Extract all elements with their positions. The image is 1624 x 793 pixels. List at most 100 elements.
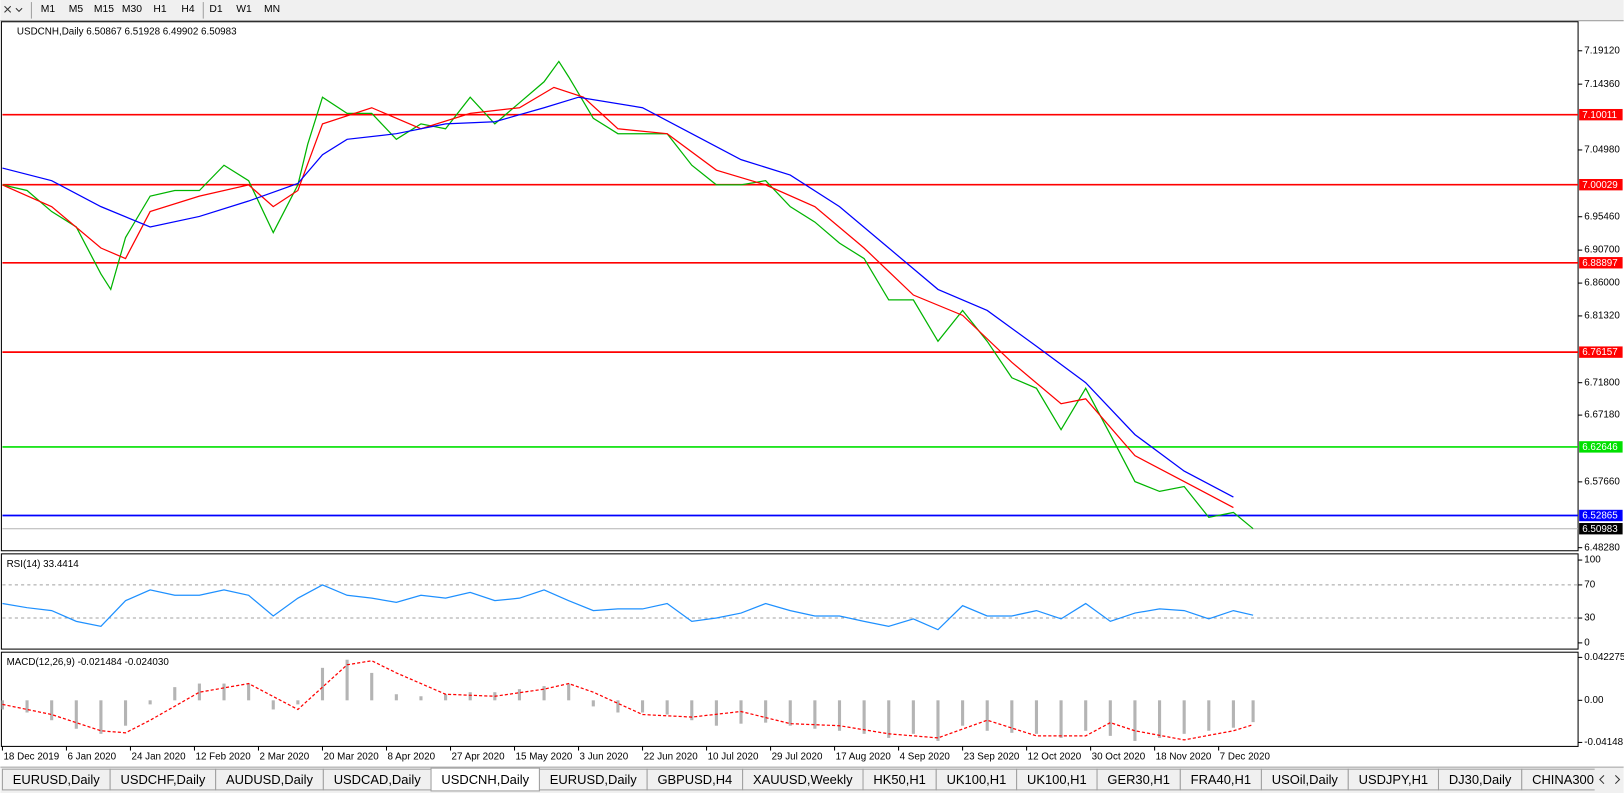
timeframe-button[interactable]: MN	[264, 4, 280, 15]
x-tick-label: 3 Jun 2020	[580, 751, 629, 762]
y-tick-label: 7.19120	[1584, 45, 1620, 56]
y-tick-label: -0.04148	[1584, 737, 1623, 748]
x-tick-label: 24 Jan 2020	[131, 751, 186, 762]
tool-icon[interactable]	[4, 5, 23, 13]
tab[interactable]: EURUSD,Daily	[538, 768, 648, 791]
tab[interactable]: UK100,H1	[1016, 768, 1098, 791]
histogram-bar	[985, 700, 989, 731]
level-label: 6.88897	[1582, 258, 1618, 269]
tab[interactable]: USDCAD,Daily	[322, 768, 432, 791]
x-tick-label: 30 Oct 2020	[1092, 751, 1146, 762]
chart-panel	[0, 21, 1579, 552]
histogram-bar	[296, 700, 300, 705]
timeframe-button[interactable]: M30	[122, 4, 142, 15]
x-tick-label: 6 Jan 2020	[67, 751, 116, 762]
histogram-bar	[1010, 700, 1014, 733]
histogram-bar	[862, 700, 866, 734]
x-tick-label: 12 Feb 2020	[196, 751, 252, 762]
timeframe-button[interactable]: M1	[41, 4, 56, 15]
tab[interactable]: USDCHF,Daily	[109, 768, 217, 791]
x-tick-label: 4 Sep 2020	[900, 751, 951, 762]
y-tick-label: 6.48280	[1584, 542, 1620, 553]
tab-label: EURUSD,Daily	[13, 772, 101, 787]
y-tick-label: 6.86000	[1584, 278, 1620, 289]
tab[interactable]: USOil,Daily	[1260, 768, 1349, 791]
level-label: 6.50983	[1582, 524, 1618, 535]
tab-label: EURUSD,Daily	[550, 772, 638, 787]
timeframe-button[interactable]: H4	[181, 4, 194, 15]
histogram-bar	[320, 667, 325, 701]
level-label: 6.62646	[1582, 442, 1618, 453]
tab-label: USDJPY,H1	[1359, 772, 1429, 787]
tab[interactable]: EURUSD,Daily	[1, 768, 111, 791]
tab[interactable]: CHINA300,H1	[1521, 768, 1624, 791]
level-label-box	[1579, 257, 1623, 269]
level-label: 6.76157	[1582, 347, 1618, 358]
price-axis	[1578, 21, 1624, 747]
x-tick-label: 29 Jul 2020	[772, 751, 823, 762]
panel-content	[2, 584, 1579, 631]
tab-label: UK100,H1	[1027, 772, 1087, 787]
timeframe-button[interactable]: D1	[209, 4, 222, 15]
tab[interactable]: AUDUSD,Daily	[215, 768, 324, 791]
histogram-bar	[123, 700, 128, 726]
tab-label: UK100,H1	[947, 772, 1007, 787]
x-tick-label: 7 Dec 2020	[1220, 751, 1271, 762]
tab[interactable]: USDCNH,Daily	[430, 767, 540, 792]
histogram-bar	[591, 700, 595, 707]
histogram-bar	[764, 700, 768, 723]
timeframe-button[interactable]: H1	[153, 4, 166, 15]
x-tick-label: 23 Sep 2020	[964, 751, 1020, 762]
level-label-box	[1579, 178, 1623, 191]
tab[interactable]: GER30,H1	[1096, 768, 1181, 791]
level-label-box	[1579, 523, 1623, 535]
histogram-bar	[345, 659, 349, 701]
chart-panel	[0, 553, 1579, 650]
histogram-bar	[25, 700, 29, 713]
x-tick-label: 22 Jun 2020	[644, 751, 699, 762]
histogram-bar	[370, 672, 374, 701]
series-line	[2, 584, 1254, 631]
level-label: 6.52865	[1582, 511, 1618, 522]
y-tick-label: 0.00	[1584, 695, 1604, 706]
y-tick-label: 6.57660	[1584, 476, 1620, 487]
tab-label: USDCHF,Daily	[120, 772, 205, 787]
histogram-bar	[665, 700, 669, 715]
timeframe-button[interactable]: M5	[69, 4, 84, 15]
timeframe-button[interactable]: W1	[236, 4, 252, 15]
y-tick-label: 6.71800	[1584, 377, 1620, 388]
tab-label: USDCAD,Daily	[334, 772, 422, 787]
timeframe-button[interactable]: M15	[94, 4, 114, 15]
histogram-bar	[640, 700, 645, 713]
tab[interactable]: GBPUSD,H4	[646, 768, 744, 791]
x-tick-label: 27 Apr 2020	[452, 751, 506, 762]
histogram-bar	[99, 700, 103, 734]
histogram-bar	[788, 700, 792, 726]
y-tick-label: 0.042275	[1584, 652, 1624, 663]
tab[interactable]: USDJPY,H1	[1347, 768, 1440, 791]
histogram-bar	[1231, 700, 1235, 728]
histogram-bar	[813, 700, 817, 729]
tab-label: CHINA300,H1	[1532, 772, 1614, 787]
level-label: 7.10011	[1582, 110, 1617, 121]
tab[interactable]: XAUUSD,Weekly	[742, 768, 864, 791]
histogram-bar	[1133, 700, 1137, 741]
level-label-box	[1579, 441, 1623, 453]
tab-scroll[interactable]	[1599, 775, 1621, 785]
y-tick-label: 6.81320	[1584, 311, 1620, 322]
tab-label: AUDUSD,Daily	[226, 772, 314, 787]
level-label-box	[1579, 108, 1623, 121]
tab[interactable]: HK50,H1	[862, 768, 937, 791]
histogram-bar	[961, 700, 965, 726]
tab-label: GBPUSD,H4	[657, 772, 732, 787]
tab[interactable]: FRA40,H1	[1179, 768, 1262, 791]
histogram-bar	[50, 700, 54, 721]
tab[interactable]: UK100,H1	[935, 768, 1018, 791]
y-tick-label: 7.04980	[1584, 145, 1620, 156]
x-tick-label: 15 May 2020	[516, 751, 573, 762]
histogram-bar	[911, 700, 915, 734]
x-tick-label: 12 Oct 2020	[1028, 751, 1082, 762]
tab[interactable]: DJ30,Daily	[1437, 768, 1523, 791]
